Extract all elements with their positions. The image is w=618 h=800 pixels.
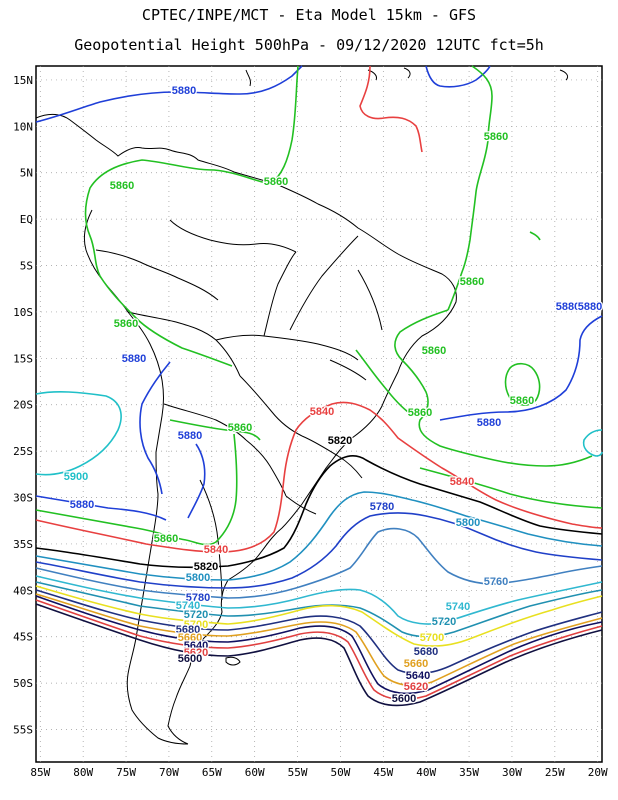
- contour-label-5880: 5880: [122, 353, 146, 365]
- contour-label-5880: 5880: [578, 301, 602, 313]
- lon-tick-label: 85W: [30, 766, 50, 779]
- lon-tick-label: 45W: [373, 766, 393, 779]
- lon-tick-label: 65W: [202, 766, 222, 779]
- axis-ticks: 15N 10N 5N EQ 5S 10S 15S 20S 25S 30S 35S 40S 45S 50S 5…: [13, 74, 608, 779]
- lat-tick-label: 35S: [13, 538, 33, 551]
- contour-label-5780: 5780: [370, 501, 394, 513]
- lat-lon-grid: [36, 66, 602, 762]
- lon-tick-label: 70W: [159, 766, 179, 779]
- contour-label-5800: 5800: [186, 572, 210, 584]
- contour-label-5880: 5880: [172, 85, 196, 97]
- lon-tick-label: 55W: [288, 766, 308, 779]
- contour-label-5620: 5620: [404, 681, 428, 693]
- contour-label-5860: 5860: [408, 407, 432, 419]
- contour-label-5880: 5880: [178, 430, 202, 442]
- lon-tick-label: 60W: [245, 766, 265, 779]
- contour-label-5740: 5740: [446, 601, 470, 613]
- contour-label-5700: 5700: [184, 619, 208, 631]
- map-title: CPTEC/INPE/MCT - Eta Model 15km - GFS: [141, 6, 477, 24]
- contour-label-5860: 5860: [422, 345, 446, 357]
- contour-label-5820: 5820: [194, 561, 218, 573]
- contour-label-5860: 5860: [228, 422, 252, 434]
- contour-label-5860: 5860: [110, 180, 134, 192]
- lat-tick-label: 55S: [13, 724, 33, 737]
- map-subtitle: Geopotential Height 500hPa - 09/12/2020 …: [74, 36, 544, 54]
- lon-tick-label: 20W: [588, 766, 608, 779]
- lon-tick-label: 80W: [73, 766, 93, 779]
- contour-label-5660: 5660: [404, 658, 428, 670]
- contour-label-5600: 5600: [178, 653, 202, 665]
- contour-label-5900: 5900: [64, 471, 88, 483]
- lat-tick-label: 15N: [13, 74, 33, 87]
- lat-tick-label: 25S: [13, 445, 33, 458]
- contour-label-5680: 5680: [176, 624, 200, 636]
- lat-tick-label: 20S: [13, 399, 33, 412]
- contour-label-5860: 5860: [264, 176, 288, 188]
- lat-tick-label: 45S: [13, 631, 33, 644]
- contour-label-5860: 5860: [154, 533, 178, 545]
- lat-tick-label: 40S: [13, 584, 33, 597]
- lat-tick-label: 50S: [13, 677, 33, 690]
- contour-label-5620: 5620: [184, 647, 208, 659]
- contour-label-5740: 5740: [176, 600, 200, 612]
- contour-label-5880: 5880: [70, 499, 94, 511]
- contour-label-5660: 5660: [178, 632, 202, 644]
- lon-tick-label: 35W: [459, 766, 479, 779]
- contour-label-5680: 5680: [414, 646, 438, 658]
- lon-tick-label: 40W: [416, 766, 436, 779]
- contour-label-5720: 5720: [432, 616, 456, 628]
- lon-tick-label: 25W: [545, 766, 565, 779]
- lat-tick-label: EQ: [20, 213, 33, 226]
- contour-label-5840: 5840: [310, 406, 334, 418]
- contour-label-5880: 5880: [477, 417, 501, 429]
- contour-label-5700: 5700: [420, 632, 444, 644]
- contour-label-5600: 5600: [392, 693, 416, 705]
- contour-lines: [35, 65, 603, 707]
- contour-label-5780: 5780: [186, 592, 210, 604]
- contour-label-5720: 5720: [184, 609, 208, 621]
- lat-tick-label: 15S: [13, 352, 33, 365]
- lon-tick-label: 30W: [502, 766, 522, 779]
- contour-label-5760: 5760: [484, 576, 508, 588]
- lat-tick-label: 10N: [13, 120, 33, 133]
- contour-label-5880: 5880: [556, 301, 580, 313]
- contour-label-5840: 5840: [450, 476, 474, 488]
- lat-tick-label: 30S: [13, 492, 33, 505]
- contour-label-5860: 5860: [114, 318, 138, 330]
- lat-tick-label: 5S: [20, 260, 33, 273]
- contour-label-5860: 5860: [484, 131, 508, 143]
- lat-tick-label: 10S: [13, 306, 33, 319]
- contour-label-5640: 5640: [406, 670, 430, 682]
- lat-tick-label: 5N: [20, 167, 33, 180]
- contour-label-5820: 5820: [328, 435, 352, 447]
- lon-tick-label: 50W: [331, 766, 351, 779]
- contour-label-5800: 5800: [456, 517, 480, 529]
- contour-label-5860: 5860: [510, 395, 534, 407]
- contour-label-5840: 5840: [204, 544, 228, 556]
- contour-label-5640: 5640: [184, 640, 208, 652]
- lon-tick-label: 75W: [116, 766, 136, 779]
- contour-label-5860: 5860: [460, 276, 484, 288]
